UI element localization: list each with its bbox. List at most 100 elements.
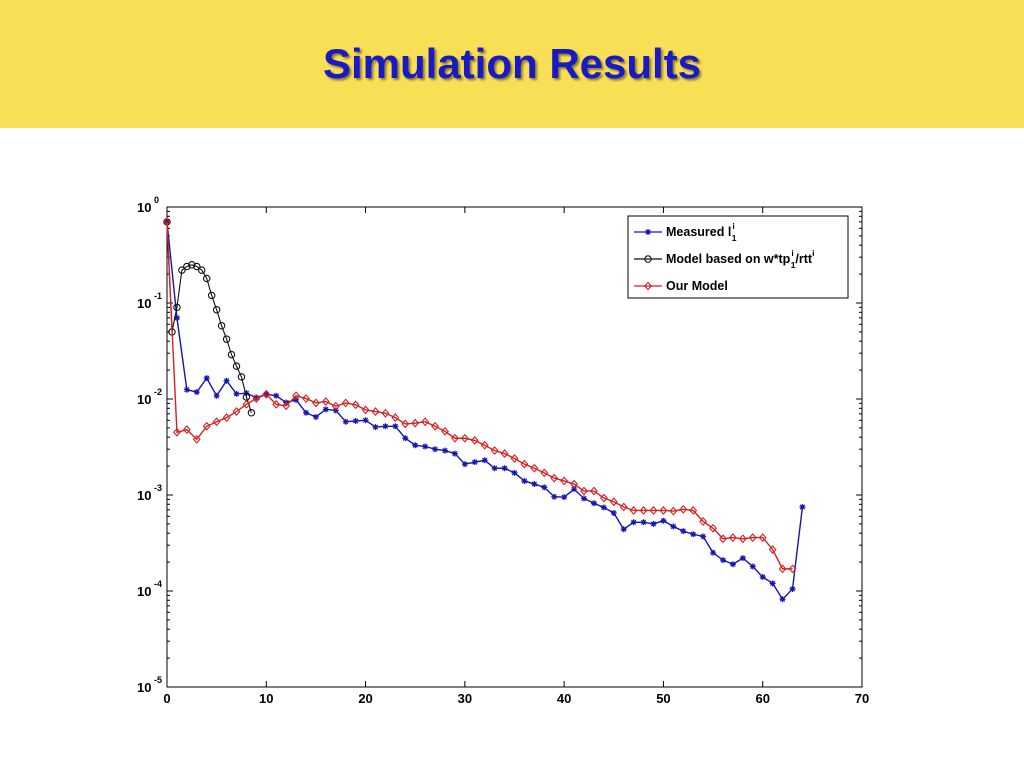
data-point	[480, 440, 489, 450]
data-point	[352, 417, 359, 424]
y-tick-label: 10	[137, 392, 151, 407]
data-point	[432, 446, 439, 453]
data-point	[351, 400, 360, 410]
data-point	[362, 417, 369, 424]
title-band	[0, 0, 1024, 128]
data-point	[689, 506, 698, 515]
data-point	[729, 561, 736, 568]
data-point	[571, 486, 578, 493]
data-point	[491, 465, 498, 472]
data-point	[178, 266, 186, 274]
data-point	[223, 377, 230, 384]
y-tick-exponent: -5	[154, 675, 162, 685]
data-point	[644, 281, 652, 291]
data-point	[242, 399, 251, 409]
data-point	[461, 461, 468, 468]
data-point	[659, 506, 668, 515]
y-tick-label: 10	[137, 200, 151, 215]
data-point	[411, 418, 420, 428]
x-tick-label: 0	[163, 691, 170, 706]
data-point	[600, 504, 607, 511]
data-point	[699, 517, 708, 526]
data-point	[470, 436, 479, 445]
data-point	[198, 266, 206, 274]
data-point	[392, 423, 399, 430]
y-tick-label: 10	[137, 680, 151, 695]
data-point	[779, 596, 786, 603]
data-point	[520, 459, 529, 469]
data-point	[222, 413, 231, 423]
data-point	[710, 549, 717, 556]
y-tick-exponent: -1	[154, 291, 162, 301]
x-tick-label: 50	[656, 691, 670, 706]
data-point	[302, 394, 310, 404]
data-point	[619, 502, 628, 512]
series-line	[166, 221, 252, 413]
data-point	[341, 398, 350, 408]
data-point	[620, 526, 627, 533]
data-point	[680, 528, 687, 535]
legend: Measured li 1 Model based on w*tpi 1/rtti Ou…	[627, 215, 849, 299]
y-tick-exponent: 0	[154, 195, 159, 205]
data-point	[581, 495, 587, 502]
data-point	[232, 362, 241, 370]
data-point	[253, 394, 260, 401]
data-point	[560, 476, 569, 486]
legend-label: Model based on w*tpi 1/rtti	[666, 248, 814, 270]
y-tick-label: 10	[137, 584, 151, 599]
slide-title: Simulation Results	[322, 40, 702, 87]
data-point	[758, 533, 767, 543]
data-point	[401, 419, 410, 429]
data-point	[172, 427, 181, 437]
data-point	[391, 413, 400, 423]
data-point	[173, 303, 181, 312]
data-point	[551, 493, 558, 500]
data-point	[561, 494, 568, 501]
data-point	[182, 425, 191, 435]
legend-label: Our Model	[666, 279, 728, 293]
y-tick-exponent: -2	[154, 387, 162, 397]
data-point	[521, 477, 528, 484]
data-point	[322, 406, 329, 413]
data-point	[728, 533, 737, 543]
data-point	[550, 473, 559, 483]
data-point	[570, 479, 579, 489]
x-tick-label: 20	[358, 691, 372, 706]
data-point	[173, 314, 180, 321]
data-point	[749, 563, 756, 570]
data-point	[222, 335, 231, 343]
data-point	[188, 261, 196, 269]
data-point	[431, 421, 440, 431]
data-point	[789, 585, 796, 592]
data-point	[321, 397, 330, 407]
data-point	[720, 557, 726, 564]
y-tick-exponent: -4	[154, 579, 162, 589]
data-point	[382, 423, 389, 430]
data-point	[590, 500, 597, 507]
data-point	[372, 424, 379, 431]
data-point	[709, 523, 718, 533]
y-tick-label: 10	[137, 296, 151, 311]
data-point	[490, 446, 499, 456]
data-point	[441, 426, 449, 436]
x-tick-label: 60	[755, 691, 769, 706]
data-point	[282, 401, 291, 411]
data-point	[778, 564, 787, 574]
data-point	[540, 468, 549, 478]
data-point	[272, 399, 281, 409]
data-point	[212, 306, 221, 314]
data-point	[669, 506, 678, 516]
data-point	[227, 350, 236, 359]
data-point	[422, 443, 429, 450]
data-point	[660, 517, 667, 524]
data-point	[609, 497, 618, 507]
data-point	[331, 401, 340, 411]
data-point	[207, 291, 216, 300]
data-point	[361, 405, 370, 415]
legend-entry: Measured li 1	[634, 221, 737, 243]
x-tick-label: 40	[557, 691, 571, 706]
data-point	[202, 274, 211, 283]
data-point	[312, 413, 319, 420]
y-tick-label: 10	[137, 488, 151, 503]
data-point	[421, 417, 430, 427]
